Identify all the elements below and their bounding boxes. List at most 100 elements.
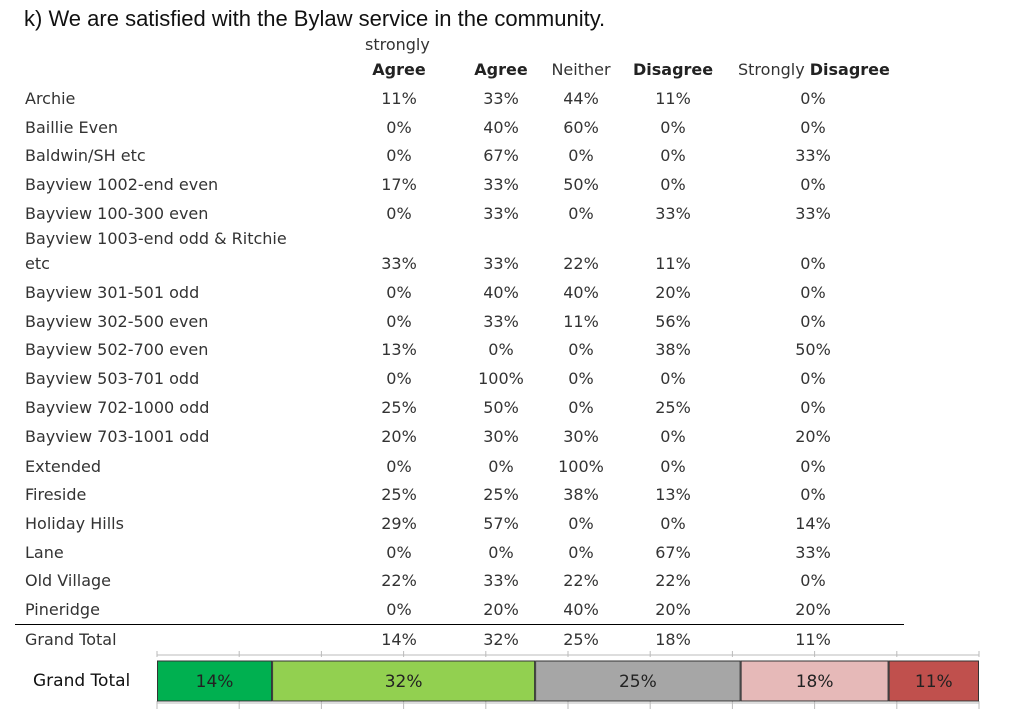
row-label: Fireside bbox=[25, 485, 87, 504]
row-label: Bayview 502-700 even bbox=[25, 340, 209, 359]
table-cell: 67% bbox=[483, 146, 519, 165]
table-cell: 11% bbox=[381, 89, 417, 108]
table-cell: 25% bbox=[381, 398, 417, 417]
table-cell: 0% bbox=[660, 514, 686, 533]
table-cell: 11% bbox=[655, 254, 691, 273]
grand-total-cell: 14% bbox=[381, 630, 417, 649]
table-cell: 0% bbox=[568, 398, 594, 417]
row-label: Bayview 503-701 odd bbox=[25, 369, 200, 388]
table-cell: 20% bbox=[655, 600, 691, 619]
table-cell: 44% bbox=[563, 89, 599, 108]
header-strongly-agree: Agree bbox=[372, 60, 426, 79]
table-cell: 33% bbox=[655, 204, 691, 223]
bar-data-label: 14% bbox=[196, 672, 234, 692]
row-label: Baldwin/SH etc bbox=[25, 146, 146, 165]
chart-title: k) We are satisfied with the Bylaw servi… bbox=[24, 6, 606, 31]
header-strongly-disagree: Strongly Disagree bbox=[738, 60, 890, 79]
row-label: Baillie Even bbox=[25, 118, 119, 137]
table-cell: 67% bbox=[655, 543, 691, 562]
table-cell: 0% bbox=[386, 312, 412, 331]
bar-segment-4 bbox=[740, 660, 889, 702]
header-strongly-agree-top: strongly bbox=[365, 35, 430, 54]
table-cell: 0% bbox=[660, 427, 686, 446]
table-cell: 50% bbox=[483, 398, 519, 417]
bar-data-label: 25% bbox=[619, 672, 657, 692]
table-cell: 33% bbox=[483, 204, 519, 223]
header-agree: Agree bbox=[474, 60, 528, 79]
grand-total-cell: 25% bbox=[563, 630, 599, 649]
row-label: Holiday Hills bbox=[25, 514, 124, 533]
table-cell: 0% bbox=[800, 485, 826, 504]
table-cell: 0% bbox=[488, 340, 514, 359]
table-cell: 0% bbox=[568, 204, 594, 223]
table-cell: 29% bbox=[381, 514, 417, 533]
table-cell: 33% bbox=[795, 146, 831, 165]
table-cell: 40% bbox=[483, 118, 519, 137]
header-neither: Neither bbox=[551, 60, 611, 79]
table-cell: 0% bbox=[800, 457, 826, 476]
table-cell: 33% bbox=[483, 254, 519, 273]
table-cell: 0% bbox=[800, 89, 826, 108]
table-cell: 60% bbox=[563, 118, 599, 137]
table-cell: 0% bbox=[568, 340, 594, 359]
grand-total-cell: 11% bbox=[795, 630, 831, 649]
table-cell: 22% bbox=[655, 571, 691, 590]
table-cell: 33% bbox=[483, 175, 519, 194]
table-cell: 33% bbox=[795, 543, 831, 562]
row-label: Bayview 1003-end odd & Ritchie bbox=[25, 229, 287, 248]
table-cell: 22% bbox=[381, 571, 417, 590]
table-cell: 0% bbox=[488, 457, 514, 476]
grand-total-cell: 32% bbox=[483, 630, 519, 649]
table-cell: 0% bbox=[660, 175, 686, 194]
bar-segment-2 bbox=[272, 660, 536, 702]
table-cell: 40% bbox=[563, 600, 599, 619]
table-cell: 40% bbox=[483, 283, 519, 302]
table-cell: 38% bbox=[563, 485, 599, 504]
row-label: Bayview 702-1000 odd bbox=[25, 398, 210, 417]
grand-total-label: Grand Total bbox=[25, 630, 117, 649]
table-cell: 0% bbox=[386, 457, 412, 476]
grand-total-cell: 18% bbox=[655, 630, 691, 649]
table-cell: 0% bbox=[568, 369, 594, 388]
row-label: Archie bbox=[25, 89, 76, 108]
table-cell: 40% bbox=[563, 283, 599, 302]
table-cell: 17% bbox=[381, 175, 417, 194]
table-cell: 25% bbox=[483, 485, 519, 504]
table-cell: 11% bbox=[655, 89, 691, 108]
table-cell: 100% bbox=[558, 457, 604, 476]
table-cell: 0% bbox=[386, 283, 412, 302]
header-strongly-disagree-prefix: Strongly bbox=[738, 60, 805, 79]
table-cell: 0% bbox=[800, 118, 826, 137]
bar-segment-5 bbox=[888, 660, 980, 702]
table-cell: 0% bbox=[568, 146, 594, 165]
bar-data-label: 18% bbox=[796, 672, 834, 692]
row-label: Extended bbox=[25, 457, 101, 476]
table-cell: 33% bbox=[381, 254, 417, 273]
table-cell: 0% bbox=[488, 543, 514, 562]
table-cell: 0% bbox=[386, 146, 412, 165]
table-cell: 22% bbox=[563, 254, 599, 273]
table-cell: 0% bbox=[800, 312, 826, 331]
table-cell: 30% bbox=[563, 427, 599, 446]
table-cell: 0% bbox=[660, 457, 686, 476]
table-cell: 0% bbox=[386, 204, 412, 223]
row-label: Old Village bbox=[25, 571, 112, 590]
header-strongly-disagree-bold: Disagree bbox=[809, 60, 890, 79]
table-cell: 0% bbox=[386, 369, 412, 388]
bar-segment-1 bbox=[157, 660, 273, 702]
table-cell: 57% bbox=[483, 514, 519, 533]
table-cell: 0% bbox=[568, 514, 594, 533]
table-cell: 0% bbox=[386, 118, 412, 137]
table-cell: 20% bbox=[381, 427, 417, 446]
table-cell: 30% bbox=[483, 427, 519, 446]
table-cell: 13% bbox=[655, 485, 691, 504]
table-cell: 0% bbox=[800, 254, 826, 273]
row-label: Bayview 301-501 odd bbox=[25, 283, 200, 302]
row-label-continued: etc bbox=[25, 254, 50, 273]
header-disagree: Disagree bbox=[633, 60, 714, 79]
table-cell: 0% bbox=[386, 543, 412, 562]
table-cell: 11% bbox=[563, 312, 599, 331]
row-label: Bayview 100-300 even bbox=[25, 204, 209, 223]
table-cell: 13% bbox=[381, 340, 417, 359]
